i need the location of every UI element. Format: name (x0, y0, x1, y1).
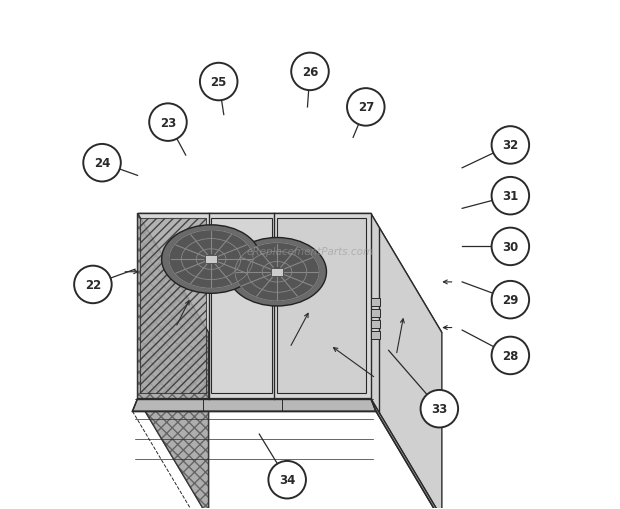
Polygon shape (211, 219, 272, 394)
Circle shape (492, 178, 529, 215)
Polygon shape (371, 214, 442, 509)
Text: 31: 31 (502, 190, 518, 203)
Polygon shape (138, 214, 208, 509)
Ellipse shape (205, 256, 217, 264)
Text: 34: 34 (279, 473, 295, 486)
Circle shape (492, 281, 529, 319)
Ellipse shape (271, 268, 283, 276)
Text: 32: 32 (502, 139, 518, 152)
Polygon shape (277, 219, 366, 394)
Circle shape (492, 228, 529, 266)
Circle shape (347, 89, 384, 126)
Circle shape (492, 337, 529, 375)
Text: 28: 28 (502, 349, 518, 362)
Bar (371, 321, 380, 329)
Ellipse shape (169, 231, 253, 289)
Text: 29: 29 (502, 294, 518, 306)
Ellipse shape (228, 238, 327, 306)
Text: 27: 27 (358, 101, 374, 114)
Polygon shape (371, 399, 447, 509)
Circle shape (74, 266, 112, 303)
Bar (371, 298, 380, 306)
FancyBboxPatch shape (205, 256, 217, 264)
Polygon shape (138, 214, 371, 399)
Ellipse shape (235, 243, 319, 301)
Ellipse shape (162, 225, 260, 294)
Text: 26: 26 (302, 66, 318, 79)
Polygon shape (138, 214, 208, 509)
Bar (371, 309, 380, 318)
Circle shape (420, 390, 458, 428)
Circle shape (291, 53, 329, 91)
Text: 30: 30 (502, 240, 518, 253)
Text: 25: 25 (211, 76, 227, 89)
Text: 23: 23 (160, 117, 176, 129)
Bar (371, 332, 380, 340)
Circle shape (149, 104, 187, 142)
Circle shape (83, 145, 121, 182)
Text: 24: 24 (94, 157, 110, 170)
FancyBboxPatch shape (271, 268, 283, 276)
Circle shape (492, 127, 529, 164)
Polygon shape (133, 399, 376, 411)
Circle shape (268, 461, 306, 498)
Polygon shape (140, 219, 206, 394)
Polygon shape (138, 214, 442, 333)
Text: 33: 33 (432, 403, 448, 415)
Text: 22: 22 (85, 278, 101, 291)
Circle shape (200, 64, 237, 101)
Text: eReplacementParts.com: eReplacementParts.com (246, 247, 374, 257)
